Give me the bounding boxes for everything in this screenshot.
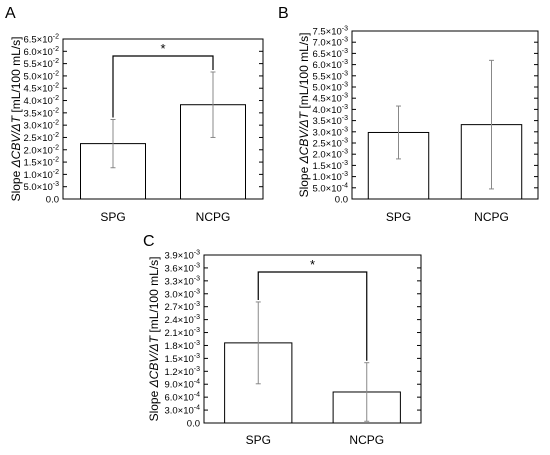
y-tick-label: 4.0×10-2 — [23, 95, 59, 107]
y-tick-label: 2.0×10-2 — [23, 144, 59, 156]
significance-marker: * — [160, 41, 165, 56]
y-tick-label: 2.1×10-3 — [164, 327, 200, 339]
y-tick-label: 3.0×10-3 — [164, 288, 200, 300]
y-axis-label: Slope ΔCBV/ΔT [mL/100 mL/s] — [147, 257, 161, 422]
x-tick-label-spg: SPG — [100, 210, 125, 224]
y-axis-label: Slope ΔCBV/ΔT [mL/100 mL/s] — [297, 33, 311, 198]
y-tick-label: 6.5×10-3 — [312, 48, 348, 60]
y-tick-label: 6.0×10-3 — [312, 59, 348, 71]
y-tick-label: 1.0×10-2 — [23, 169, 59, 181]
panel-label: C — [143, 233, 155, 250]
x-tick-label-ncpg: NCPG — [349, 433, 384, 447]
y-tick-label: 1.5×10-3 — [312, 160, 348, 172]
y-tick-label: 5.0×10-4 — [312, 182, 348, 194]
y-tick-label: 5.0×10-3 — [23, 181, 59, 193]
y-tick-label: 3.3×10-3 — [164, 275, 200, 287]
y-tick-label: 1.5×10-2 — [23, 157, 59, 169]
y-tick-label: 0.0 — [46, 195, 59, 206]
y-axis-label: Slope ΔCBV/ΔT [mL/100 mL/s] — [9, 37, 23, 202]
chart-panel-c: C 3.9×10-33.6×10-33.3×10-33.0×10-32.7×10-… — [143, 233, 422, 447]
y-tick-label: 2.4×10-3 — [164, 314, 200, 326]
significance-marker: * — [310, 257, 315, 272]
y-tick-label: 0.0 — [187, 419, 200, 430]
y-tick-label: 3.6×10-3 — [164, 262, 200, 274]
y-tick-label: 1.2×10-3 — [164, 366, 200, 378]
panel-label: A — [5, 5, 16, 22]
y-tick-label: 2.0×10-3 — [312, 149, 348, 161]
y-tick-label: 1.0×10-3 — [312, 171, 348, 183]
significance-bracket — [112, 55, 214, 118]
y-tick-label: 4.5×10-3 — [312, 93, 348, 105]
x-tick-label-ncpg: NCPG — [196, 210, 231, 224]
significance-bracket — [257, 271, 368, 361]
y-tick-label: 3.0×10-2 — [23, 120, 59, 132]
chart-panel-a: A 6.5×10-26.0×10-25.5×10-25.0×10-24.5×10-… — [5, 5, 264, 224]
x-tick-label-spg: SPG — [386, 210, 411, 224]
y-tick-label: 6.5×10-2 — [23, 34, 59, 46]
y-tick-label: 4.5×10-2 — [23, 83, 59, 95]
y-tick-label: 3.5×10-2 — [23, 107, 59, 119]
plot-frame — [203, 254, 422, 424]
y-tick-label: 3.0×10-4 — [164, 405, 200, 417]
x-tick-label-spg: SPG — [246, 433, 271, 447]
y-tick-label: 0.0 — [335, 195, 348, 206]
panel-label: B — [278, 5, 289, 22]
y-tick-label: 6.0×10-2 — [23, 46, 59, 58]
y-tick-label: 3.5×10-3 — [312, 115, 348, 127]
y-tick-label: 4.0×10-3 — [312, 104, 348, 116]
y-tick-label: 1.5×10-3 — [164, 353, 200, 365]
y-tick-label: 7.0×10-3 — [312, 37, 348, 49]
chart-panel-b: B 7.5×10-37.0×10-36.5×10-36.0×10-35.5×10-… — [278, 5, 539, 224]
x-tick-label-ncpg: NCPG — [474, 210, 509, 224]
y-tick-label: 1.8×10-3 — [164, 340, 200, 352]
plot-frame — [351, 30, 539, 200]
y-tick-label: 5.0×10-2 — [23, 70, 59, 82]
y-tick-label: 5.5×10-3 — [312, 70, 348, 82]
y-tick-label: 6.0×10-4 — [164, 392, 200, 404]
y-tick-label: 3.9×10-3 — [164, 250, 200, 262]
plot-frame — [62, 38, 264, 200]
y-tick-label: 3.0×10-3 — [312, 126, 348, 138]
y-tick-label: 5.0×10-3 — [312, 82, 348, 94]
y-tick-label: 2.5×10-3 — [312, 138, 348, 150]
y-tick-label: 7.5×10-3 — [312, 26, 348, 38]
y-tick-label: 2.7×10-3 — [164, 301, 200, 313]
y-tick-label: 2.5×10-2 — [23, 132, 59, 144]
y-tick-label: 9.0×10-4 — [164, 379, 200, 391]
y-tick-label: 5.5×10-2 — [23, 58, 59, 70]
